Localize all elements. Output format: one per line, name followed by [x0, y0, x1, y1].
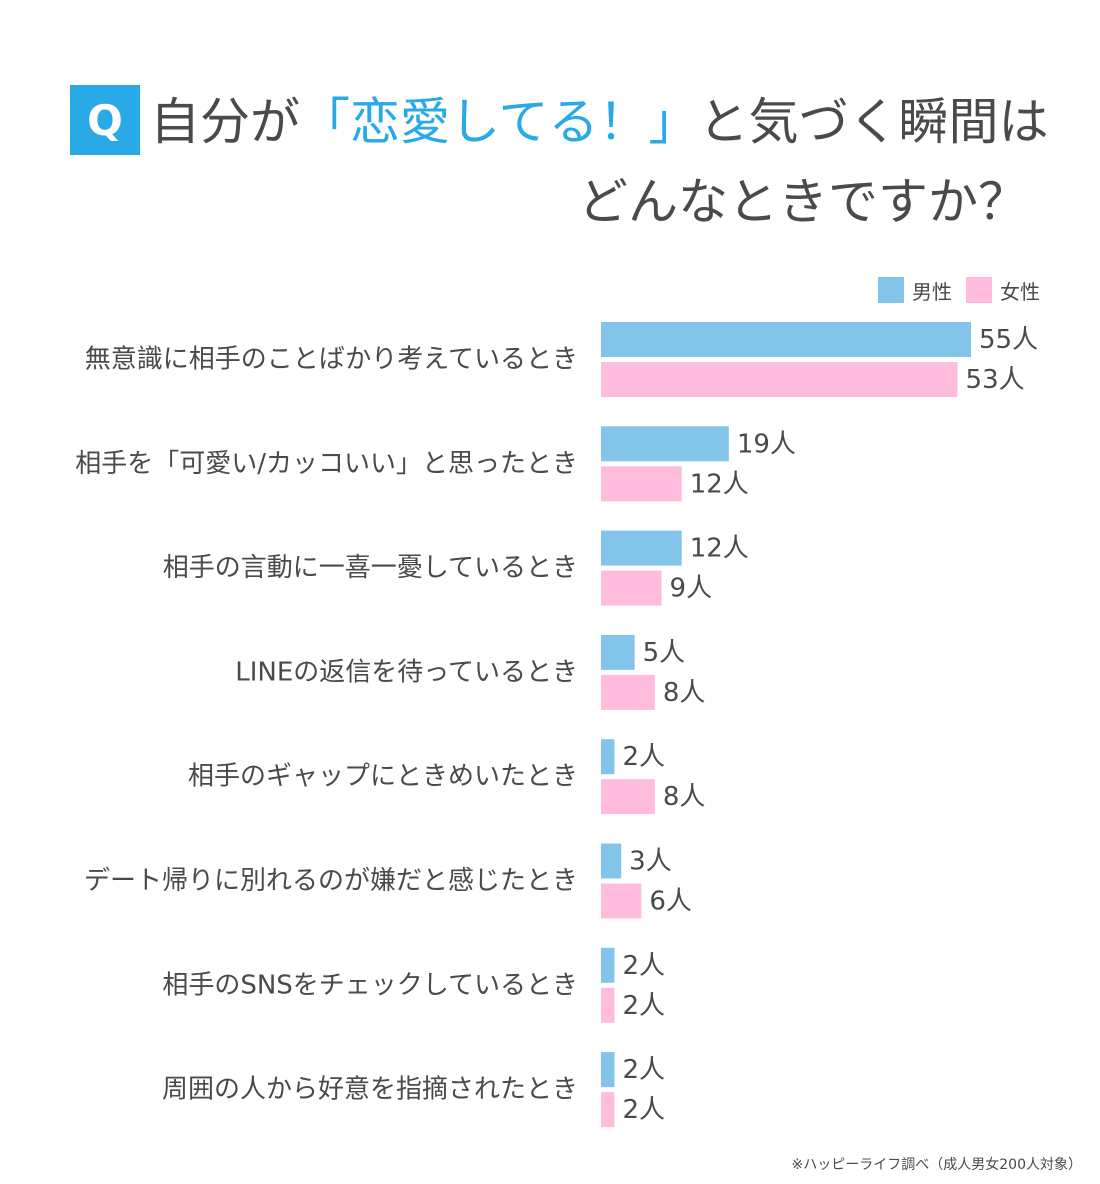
chart-legend: 男性 女性 [878, 276, 1040, 304]
bar-female [601, 362, 958, 397]
bar-male [601, 739, 615, 775]
bar-male [601, 634, 635, 670]
bar-female [601, 883, 642, 919]
page-title-line1: 自分が「恋愛してる！」と気づく瞬間は [150, 88, 1050, 156]
value-label-female: 8人 [663, 782, 706, 812]
value-label-male: 2人 [622, 1055, 665, 1085]
bar-female [601, 1092, 615, 1128]
bar-female [601, 779, 655, 815]
category-label: 相手の言動に一喜一憂しているとき [163, 553, 578, 583]
footnote: ※ハッピーライフ調べ（成人男女200人対象） [791, 1157, 1082, 1173]
category-label: LINEの返信を待っているとき [235, 657, 578, 687]
bar-chart: 無意識に相手のことばかり考えているとき 55人 53人相手を「可愛い/カッコいい」と… [75, 322, 1038, 1128]
category-group: 無意識に相手のことばかり考えているとき 55人 53人 [85, 322, 1038, 397]
bar-male [601, 426, 729, 462]
question-badge: Q [70, 85, 140, 155]
value-label-male: 19人 [737, 429, 796, 459]
bar-female [601, 674, 655, 710]
legend-swatch-male [878, 277, 904, 303]
value-label-female: 6人 [649, 887, 692, 917]
category-group: 相手のSNSをチェックしているとき 2人 2人 [162, 947, 665, 1023]
legend-item-male: 男性 [878, 276, 952, 305]
bar-female [601, 987, 615, 1023]
category-group: 周囲の人から好意を指摘されたとき 2人 2人 [162, 1052, 665, 1128]
value-label-female: 2人 [622, 991, 665, 1021]
bar-female [601, 570, 662, 606]
title-prefix: 自分が [150, 93, 300, 151]
value-label-female: 12人 [690, 469, 749, 499]
category-group: 相手を「可愛い/カッコいい」と思ったとき 19人 12人 [75, 426, 796, 502]
title-area: Q 自分が「恋愛してる！」と気づく瞬間は どんなときですか？ [0, 0, 1100, 240]
value-label-male: 55人 [979, 325, 1038, 355]
bar-female [601, 466, 682, 502]
bar-male [601, 1052, 615, 1088]
category-label: 無意識に相手のことばかり考えているとき [85, 345, 578, 375]
category-label: 相手を「可愛い/カッコいい」と思ったとき [75, 449, 578, 479]
page-title-line2: どんなときですか？ [578, 173, 1028, 231]
legend-label-male: 男性 [912, 279, 952, 304]
category-label: 相手のSNSをチェックしているとき [162, 970, 578, 1000]
value-label-male: 3人 [629, 847, 672, 877]
bar-male [601, 947, 615, 983]
category-group: 相手の言動に一喜一憂しているとき 12人 9人 [163, 530, 749, 606]
category-group: デート帰りに別れるのが嫌だと感じたとき 3人 6人 [84, 843, 692, 919]
value-label-female: 9人 [670, 574, 713, 604]
value-label-male: 5人 [643, 638, 686, 668]
legend-swatch-female [966, 277, 992, 303]
value-label-female: 2人 [622, 1095, 665, 1125]
value-label-female: 53人 [966, 365, 1025, 395]
category-group: LINEの返信を待っているとき 5人 8人 [235, 634, 706, 710]
category-group: 相手のギャップにときめいたとき 2人 8人 [188, 739, 706, 815]
title-accent: 「恋愛してる！」 [300, 93, 699, 151]
category-label: 相手のギャップにときめいたとき [188, 762, 578, 792]
legend-item-female: 女性 [966, 276, 1040, 305]
title-suffix: と気づく瞬間は [698, 93, 1049, 151]
value-label-male: 2人 [622, 951, 665, 981]
value-label-female: 8人 [663, 678, 706, 708]
value-label-male: 12人 [690, 534, 749, 564]
category-label: 周囲の人から好意を指摘されたとき [162, 1075, 578, 1105]
bar-male [601, 322, 971, 357]
bar-male [601, 843, 622, 879]
legend-label-female: 女性 [1000, 279, 1040, 304]
value-label-male: 2人 [622, 742, 665, 772]
category-label: デート帰りに別れるのが嫌だと感じたとき [84, 866, 578, 896]
bar-male [601, 530, 682, 566]
